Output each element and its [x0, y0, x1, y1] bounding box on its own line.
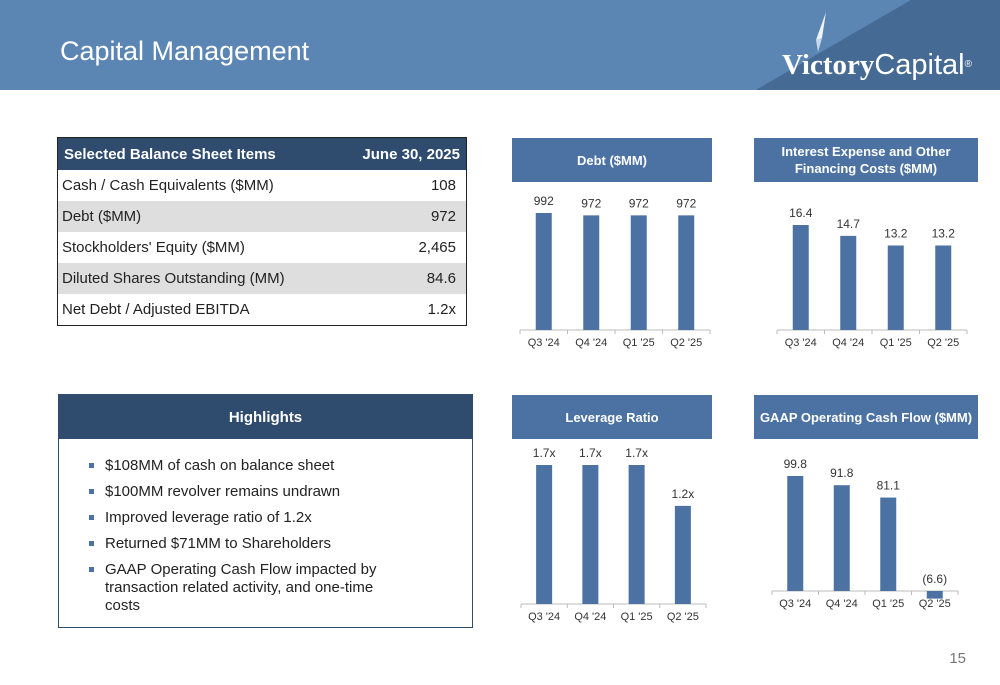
cashflow-chart-title: GAAP Operating Cash Flow ($MM) [754, 395, 978, 439]
row-label: Stockholders' Equity ($MM) [62, 239, 245, 256]
table-row: Cash / Cash Equivalents ($MM) 108 [58, 170, 467, 201]
data-label: 91.8 [830, 466, 854, 480]
bar [674, 505, 691, 604]
list-item: Returned $71MM to Shareholders [89, 535, 395, 553]
table-header-label: Selected Balance Sheet Items [57, 137, 337, 170]
victory-capital-logo: VictoryCapital® [772, 12, 972, 82]
list-item: GAAP Operating Cash Flow impacted by tra… [89, 561, 395, 615]
table-row: Net Debt / Adjusted EBITDA 1.2x [58, 294, 467, 326]
table-row: Diluted Shares Outstanding (MM) 84.6 [57, 263, 467, 294]
data-label: 13.2 [932, 226, 956, 240]
header-banner: Capital Management VictoryCapital® [0, 0, 1000, 90]
row-label: Cash / Cash Equivalents ($MM) [62, 177, 274, 194]
bar [880, 497, 897, 591]
x-tick-label: Q2 '25 [919, 598, 951, 610]
row-label: Debt ($MM) [57, 201, 337, 232]
x-tick-label: Q3 '24 [779, 598, 811, 610]
data-label: (6.6) [922, 572, 947, 586]
logo-registered: ® [964, 59, 972, 70]
row-value: 1.2x [427, 301, 456, 318]
x-tick-label: Q1 '25 [880, 337, 912, 349]
row-label: Diluted Shares Outstanding (MM) [57, 263, 337, 294]
table-header-row: Selected Balance Sheet Items June 30, 20… [57, 137, 467, 170]
table-header-date: June 30, 2025 [336, 137, 467, 170]
bar [887, 245, 904, 330]
bar [536, 465, 553, 604]
table-row: Debt ($MM) 972 [57, 201, 467, 232]
page-number: 15 [949, 650, 966, 667]
x-tick-label: Q1 '25 [872, 598, 904, 610]
logo-text-regular: Capital [874, 49, 965, 81]
x-tick-label: Q4 '24 [575, 337, 607, 349]
bar [792, 225, 809, 330]
highlights-list: $108MM of cash on balance sheet $100MM r… [59, 439, 472, 615]
row-value: 972 [336, 201, 467, 232]
page-title: Capital Management [60, 36, 310, 66]
row-value: 2,465 [418, 239, 456, 256]
logo-mark-icon [816, 12, 826, 52]
row-value: 108 [430, 177, 456, 194]
data-label: 1.7x [533, 446, 556, 460]
data-label: 99.8 [784, 457, 808, 471]
x-tick-label: Q3 '24 [528, 337, 560, 349]
data-label: 972 [676, 196, 696, 210]
list-item: $108MM of cash on balance sheet [89, 457, 395, 475]
bar [840, 235, 857, 330]
bar [935, 245, 952, 330]
data-label: 16.4 [789, 206, 813, 220]
x-tick-label: Q4 '24 [574, 611, 606, 623]
row-value: 84.6 [336, 263, 467, 294]
data-label: 1.7x [625, 446, 648, 460]
data-label: 992 [534, 194, 554, 208]
x-tick-label: Q2 '25 [670, 337, 702, 349]
data-label: 14.7 [837, 217, 861, 231]
list-item: $100MM revolver remains undrawn [89, 483, 395, 501]
bar [926, 591, 943, 599]
balance-sheet-table: Selected Balance Sheet Items June 30, 20… [57, 137, 467, 326]
bar [535, 213, 552, 330]
bar [628, 465, 645, 604]
bar [630, 215, 647, 330]
leverage-chart-title: Leverage Ratio [512, 395, 712, 439]
data-label: 1.7x [579, 446, 602, 460]
debt-chart-title: Debt ($MM) [512, 138, 712, 182]
x-tick-label: Q4 '24 [826, 598, 858, 610]
bar [678, 215, 695, 330]
highlights-title: Highlights [59, 395, 472, 439]
data-label: 13.2 [884, 226, 908, 240]
x-tick-label: Q2 '25 [927, 337, 959, 349]
data-label: 972 [581, 196, 601, 210]
data-label: 972 [629, 196, 649, 210]
highlights-panel: Highlights $108MM of cash on balance she… [58, 394, 473, 628]
x-tick-label: Q3 '24 [785, 337, 817, 349]
list-item: Improved leverage ratio of 1.2x [89, 509, 395, 527]
x-tick-label: Q3 '24 [528, 611, 560, 623]
table-row: Stockholders' Equity ($MM) 2,465 [58, 232, 467, 263]
logo-text-bold: Victory [782, 49, 875, 81]
x-tick-label: Q1 '25 [623, 337, 655, 349]
x-tick-label: Q1 '25 [621, 611, 653, 623]
data-label: 81.1 [877, 479, 901, 493]
bar [582, 465, 599, 604]
row-label: Net Debt / Adjusted EBITDA [62, 301, 250, 318]
x-tick-label: Q2 '25 [667, 611, 699, 623]
bar [583, 215, 600, 330]
bar [787, 476, 804, 591]
x-tick-label: Q4 '24 [832, 337, 864, 349]
bar [833, 485, 850, 591]
data-label: 1.2x [672, 487, 695, 501]
interest-chart-title: Interest Expense and Other Financing Cos… [754, 138, 978, 182]
